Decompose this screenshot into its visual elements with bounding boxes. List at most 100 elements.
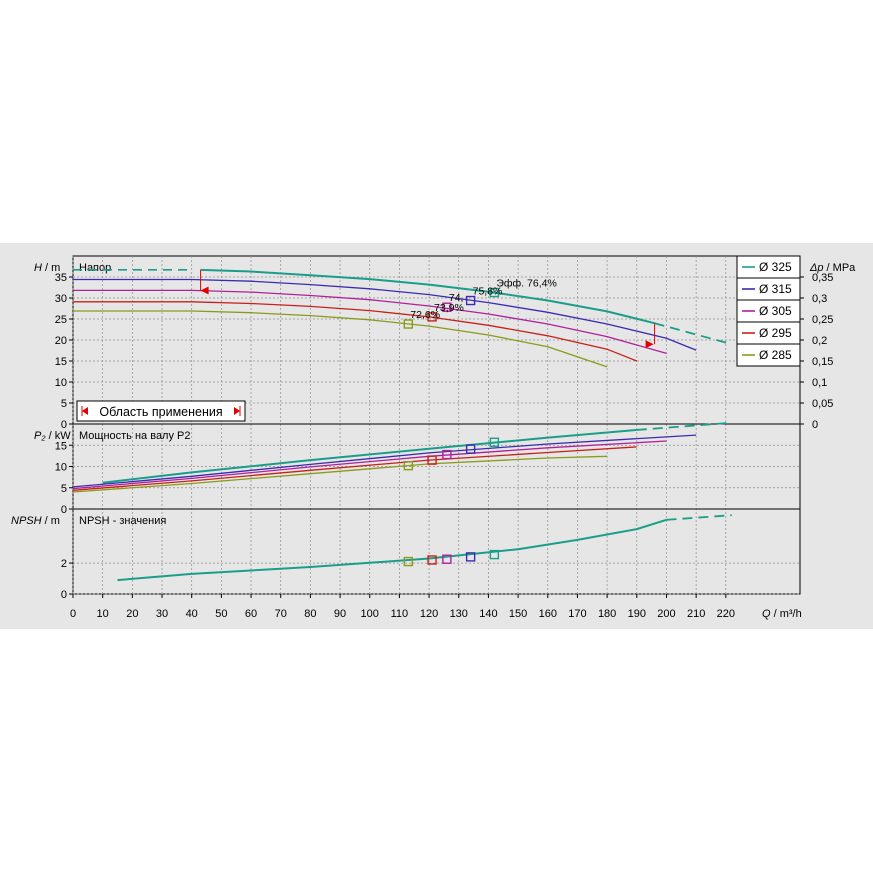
y-tick-label: 5 [61,483,67,495]
operating-point-marker [403,319,414,329]
x-tick-label: 120 [420,608,438,620]
y2-tick-label: 0,05 [812,398,833,410]
region-box [76,400,246,422]
y2-tick-label: 0,35 [812,272,833,284]
operating-point-marker [489,549,500,560]
region-box-arrow-right [234,407,240,415]
y2-tick-label: 0 [812,419,818,431]
operating-point-marker [465,295,476,306]
series-line [73,301,638,362]
operating-point-marker [465,444,476,454]
y-tick-label: 35 [55,272,67,284]
x-tick-label: 160 [539,608,557,620]
operating-point-marker [427,555,437,565]
x-tick-label: 200 [657,608,675,620]
region-arrow-right [645,340,654,349]
y2-tick-label: 0,25 [812,314,833,326]
panel-title: NPSH - значения [79,515,166,527]
region-box-arrow-left [82,407,88,415]
efficiency-label: 75,8% [473,286,503,298]
series-line [117,518,667,582]
x-tick-label: 80 [304,608,316,620]
series-dashed-tail [666,514,732,521]
y-axis-label: H / m [34,262,60,274]
legend-label: Ø 325 [759,260,792,274]
y2-tick-label: 0,1 [812,377,827,389]
pump-curve-panel: 0 5 10 15 20 25 30 35 0 0,05 0,1 0,15 0,2 0,25 0,3 0,35… [0,243,873,629]
x-tick-label: 10 [97,608,109,620]
operating-point-marker [442,449,452,460]
x-tick-label: 180 [598,608,616,620]
x-tick-label: 30 [156,608,168,620]
efficiency-label: 72,6% [410,309,440,321]
y-tick-label: 0 [61,504,67,516]
legend-label: Ø 305 [759,304,792,318]
y-axis-label: NPSH / m [11,515,60,527]
series-line [73,278,697,351]
x-tick-label: 110 [391,608,409,620]
y-tick-label: 15 [55,356,67,368]
efficiency-label: Эфф. 76,4% [496,278,556,290]
series-line [72,446,637,491]
operating-point-marker [427,312,437,322]
y-tick-label: 25 [55,314,67,326]
legend-label: Ø 315 [759,282,792,296]
operating-point-marker [427,455,437,465]
series-line [73,289,667,355]
legend-label: Ø 285 [759,348,792,362]
y2-tick-label: 0,3 [812,293,827,305]
y-tick-label: 5 [61,398,67,410]
efficiency-label: 73,9% [434,302,464,314]
operating-point-marker [403,460,414,471]
x-tick-label: 0 [70,608,76,620]
panel-title: Напор [79,262,111,274]
operating-point-marker [442,302,452,312]
x-tick-label: 100 [361,608,379,620]
efficiency-label: 74, [449,292,464,304]
y2-tick-label: 0,2 [812,335,827,347]
operating-point-marker [442,554,452,564]
y-tick-label: 15 [55,440,67,452]
y-tick-label: 20 [55,335,67,347]
x-tick-label: 60 [245,608,257,620]
series-line [72,434,697,488]
x-tick-label: 70 [275,608,287,620]
y-tick-label: 10 [55,377,67,389]
x-tick-label: 170 [568,608,586,620]
x-tick-label: 20 [126,608,138,620]
y-tick-label: 30 [55,293,67,305]
legend-item [736,343,801,367]
series-line [72,440,667,490]
y-tick-label: 0 [61,589,67,601]
x-tick-label: 90 [334,608,346,620]
y-tick-label: 0 [61,419,67,431]
x-axis-label: Q / m³/h [762,608,802,620]
region-label: Область применения [99,405,222,419]
operating-point-marker [489,287,500,298]
x-tick-label: 220 [717,608,735,620]
operating-point-marker [489,437,500,447]
operating-point-marker [465,552,476,562]
operating-point-marker [403,556,414,567]
series-dashed-tail [654,322,732,346]
series-line [200,268,655,325]
series-line [102,428,637,484]
y-axis-label: P₂ / kW [34,430,71,442]
y2-tick-label: 0,15 [812,356,833,368]
y-tick-label: 10 [55,462,67,474]
y-tick-label: 2 [61,558,67,570]
series-line [72,455,608,493]
series-line [73,310,608,368]
x-tick-label: 50 [215,608,227,620]
x-tick-label: 140 [479,608,497,620]
x-tick-label: 210 [687,608,705,620]
x-tick-label: 190 [628,608,646,620]
panel-title: Мощность на валу P2 [79,430,191,442]
region-arrow-left [200,286,209,295]
x-tick-label: 130 [450,608,468,620]
x-tick-label: 150 [509,608,527,620]
legend-label: Ø 295 [759,326,792,340]
pump-performance-chart: 0510152025303500,050,10,150,20,250,30,35… [11,255,856,620]
y2-axis-label: Δp / MPa [809,262,856,274]
x-tick-label: 40 [186,608,198,620]
